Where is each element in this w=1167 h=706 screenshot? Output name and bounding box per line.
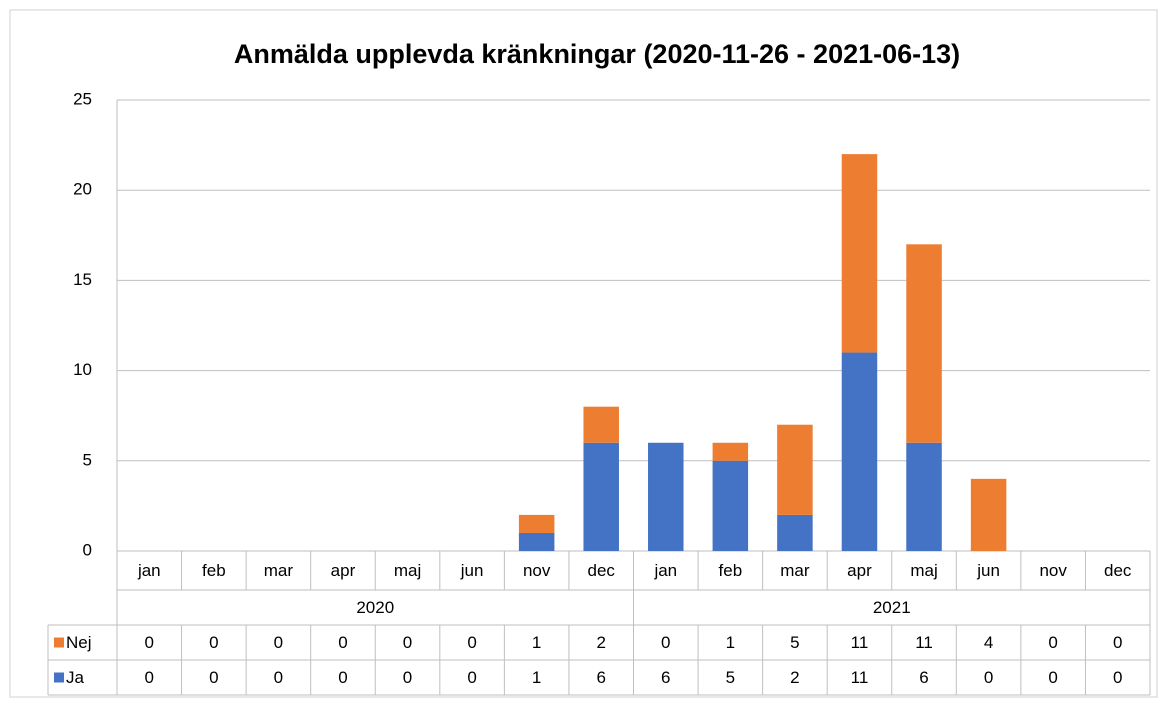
x-tick-label: mar	[264, 561, 294, 580]
table-value: 6	[661, 668, 670, 687]
table-value: 1	[532, 668, 541, 687]
table-value: 0	[467, 668, 476, 687]
group-label: 2021	[873, 598, 911, 617]
x-tick-label: jan	[137, 561, 161, 580]
x-tick-label: maj	[910, 561, 937, 580]
table-value: 0	[338, 668, 347, 687]
legend-label: Nej	[66, 633, 92, 652]
table-value: 1	[726, 633, 735, 652]
x-tick-label: maj	[394, 561, 421, 580]
group-label: 2020	[356, 598, 394, 617]
bar	[648, 442, 684, 551]
table-value: 0	[338, 633, 347, 652]
table-value: 0	[274, 668, 283, 687]
y-tick-label: 20	[73, 180, 92, 199]
table-value: 0	[1113, 668, 1122, 687]
y-tick-label: 10	[73, 360, 92, 379]
bar	[583, 406, 619, 443]
table-value: 5	[726, 668, 735, 687]
bar	[777, 424, 813, 515]
bar	[518, 532, 555, 551]
legend-label: Ja	[66, 668, 85, 687]
table-value: 11	[851, 668, 869, 687]
x-tick-label: apr	[331, 561, 356, 580]
y-tick-label: 0	[83, 540, 92, 559]
table-value: 0	[209, 668, 218, 687]
x-tick-label: dec	[1104, 561, 1132, 580]
table-value: 2	[790, 668, 799, 687]
y-tick-label: 25	[73, 89, 92, 108]
legend-key	[54, 672, 64, 683]
y-tick-label: 5	[83, 450, 92, 469]
bar	[777, 514, 813, 551]
bar	[970, 478, 1007, 551]
table-value: 2	[596, 633, 605, 652]
bar	[712, 442, 749, 461]
table-value: 0	[274, 633, 283, 652]
table-value: 0	[984, 668, 993, 687]
bar	[906, 442, 942, 551]
chart-border	[9, 9, 1158, 698]
bar	[518, 514, 555, 533]
x-tick-label: feb	[202, 561, 226, 580]
x-tick-label: jan	[653, 561, 677, 580]
table-value: 0	[209, 633, 218, 652]
x-tick-label: dec	[588, 561, 616, 580]
table-value: 1	[532, 633, 541, 652]
bar	[583, 442, 619, 551]
x-tick-label: nov	[523, 561, 551, 580]
x-tick-label: feb	[719, 561, 743, 580]
table-value: 0	[1048, 633, 1057, 652]
table-value: 0	[403, 668, 412, 687]
legend-key	[54, 637, 64, 648]
x-tick-label: jun	[460, 561, 484, 580]
table-value: 11	[915, 633, 933, 652]
table-value: 0	[145, 668, 154, 687]
bar	[841, 352, 878, 551]
table-value: 0	[661, 633, 670, 652]
y-tick-label: 15	[73, 270, 92, 289]
x-tick-label: mar	[780, 561, 810, 580]
x-tick-label: jun	[976, 561, 1000, 580]
x-tick-label: nov	[1039, 561, 1067, 580]
table-value: 5	[790, 633, 799, 652]
bar	[841, 154, 878, 353]
bar	[712, 460, 749, 551]
table-value: 0	[1048, 668, 1057, 687]
table-value: 6	[919, 668, 928, 687]
table-value: 11	[851, 633, 869, 652]
x-tick-label: apr	[847, 561, 872, 580]
table-value: 0	[467, 633, 476, 652]
bar	[906, 244, 942, 443]
table-value: 4	[984, 633, 993, 652]
chart-title: Anmälda upplevda kränkningar (2020-11-26…	[234, 39, 960, 69]
table-value: 0	[145, 633, 154, 652]
table-value: 0	[403, 633, 412, 652]
table-value: 6	[596, 668, 605, 687]
table-value: 0	[1113, 633, 1122, 652]
